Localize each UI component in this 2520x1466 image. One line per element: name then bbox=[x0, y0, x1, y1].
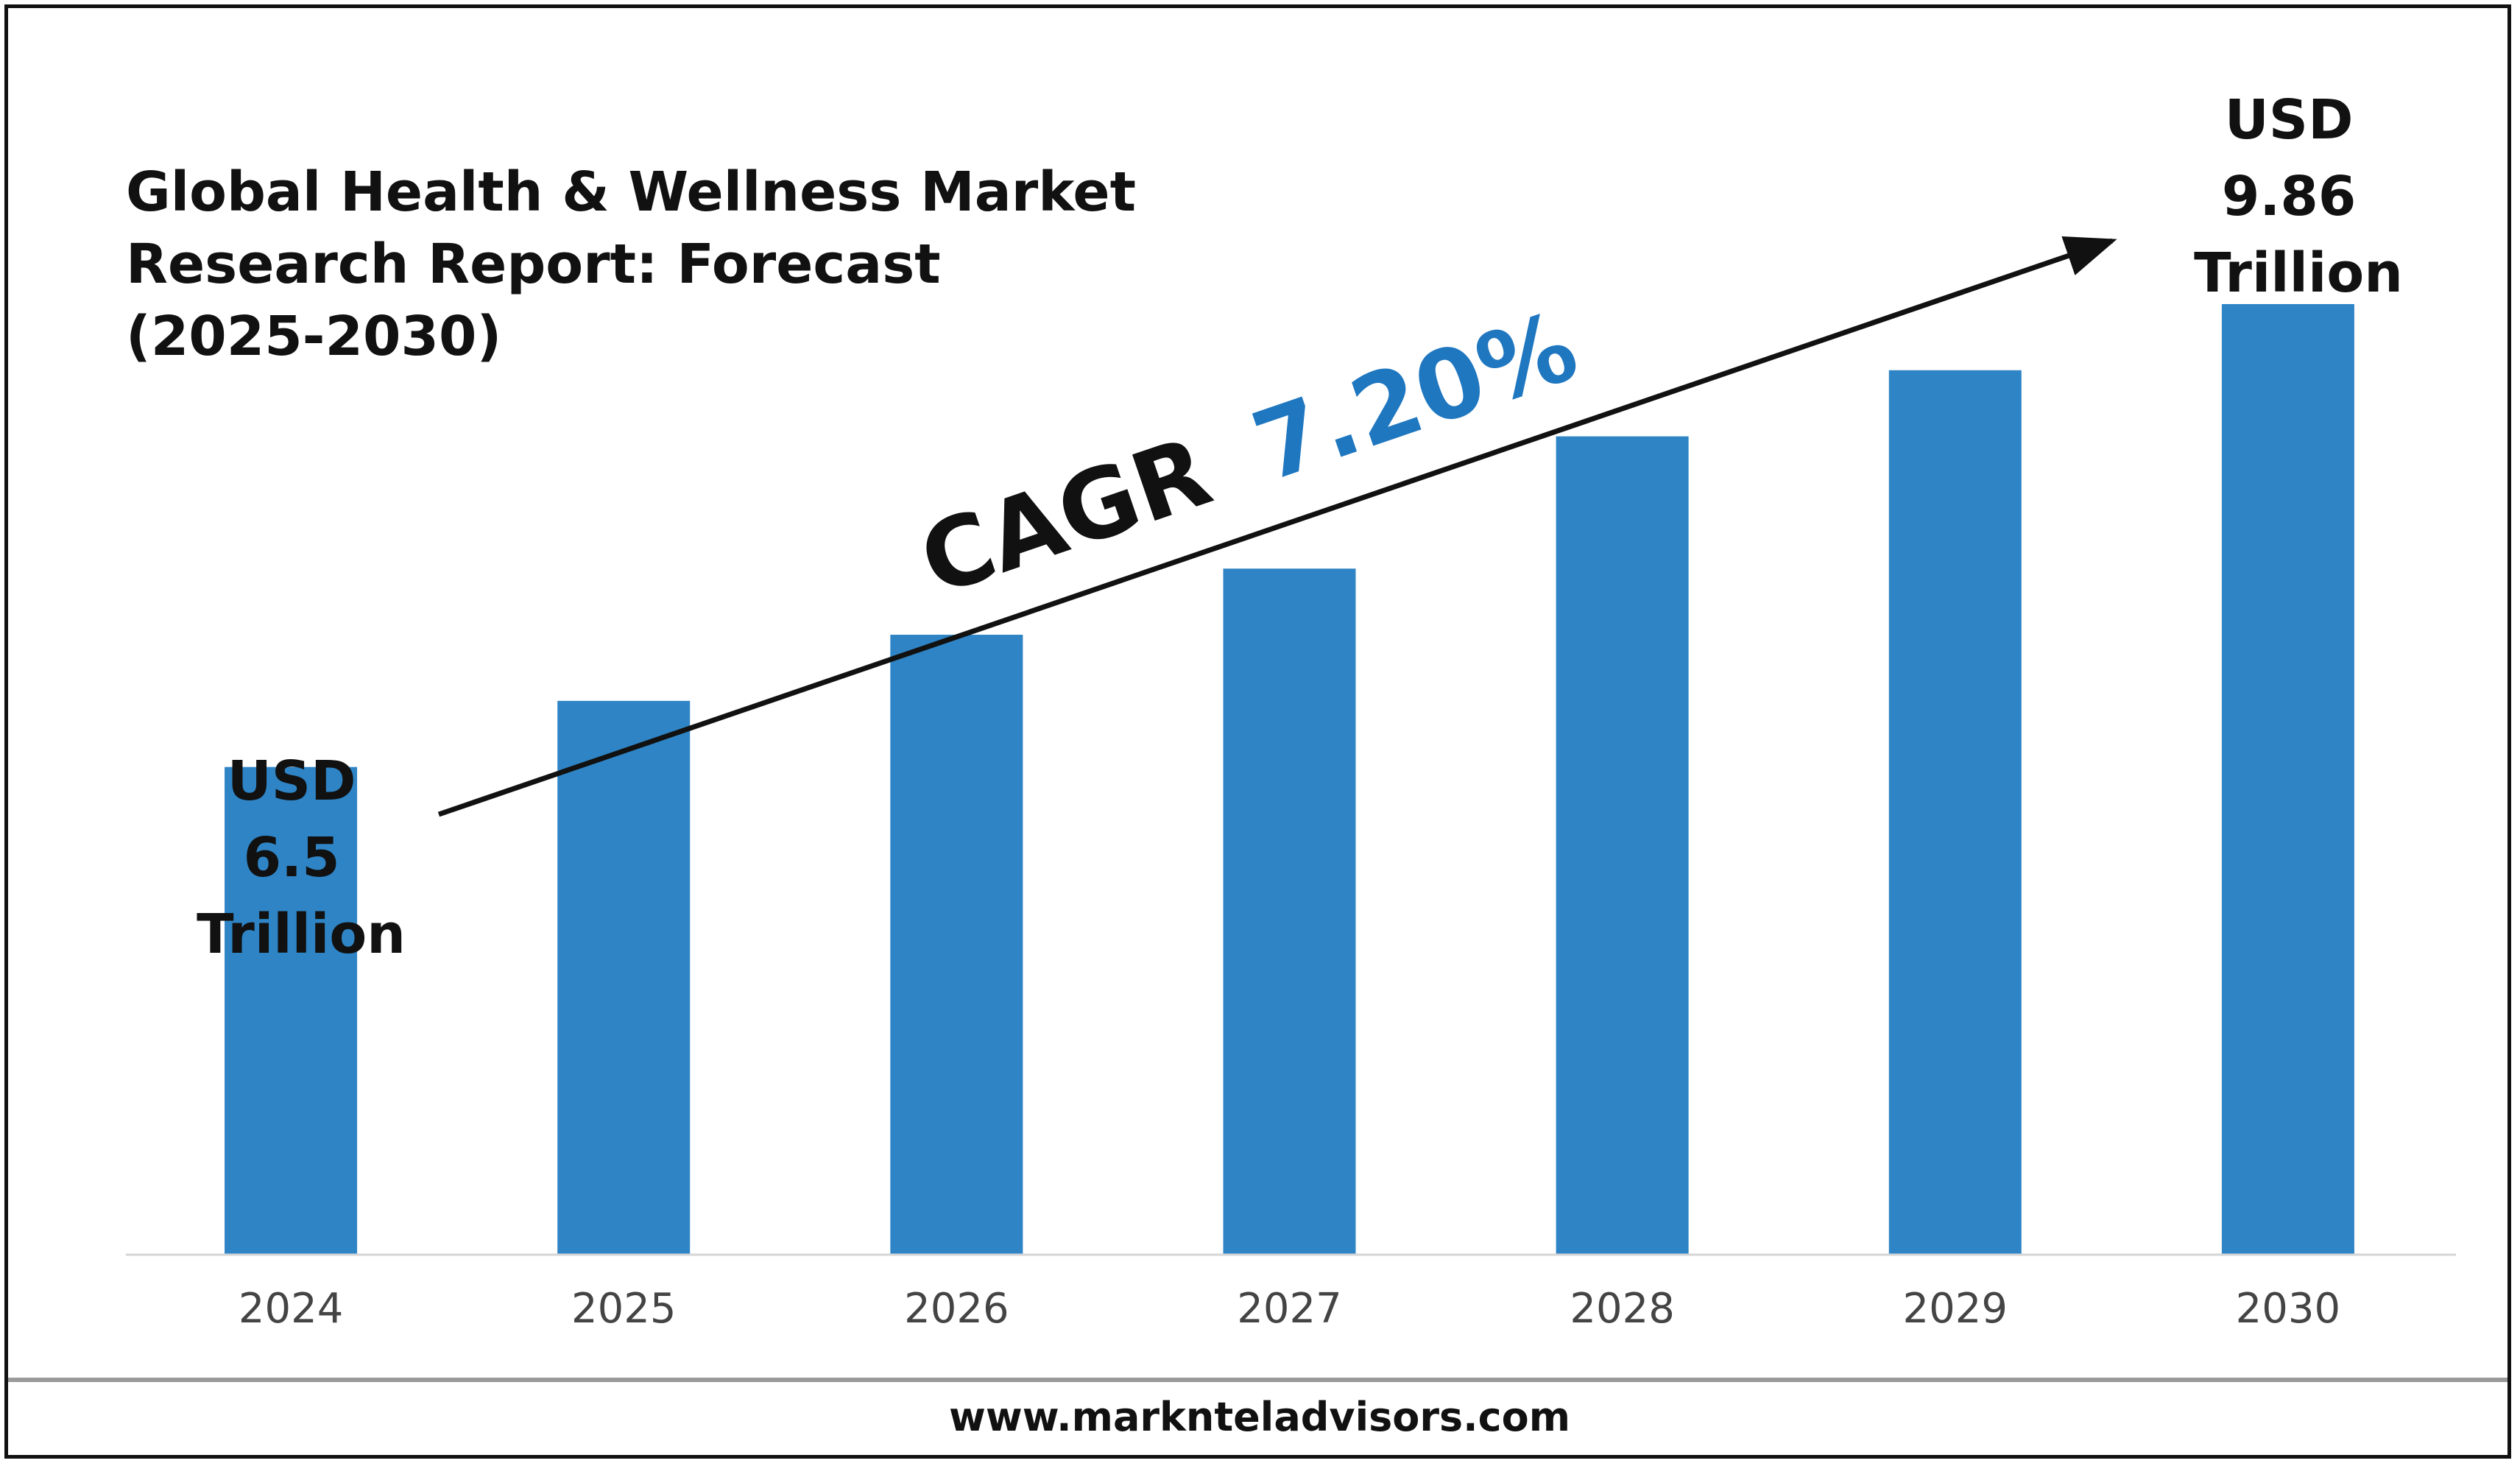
chart-title-line-2: Research Report: Forecast bbox=[126, 233, 941, 296]
bar-2030 bbox=[2221, 304, 2354, 1255]
end-callout-line-3: Trillion bbox=[2194, 242, 2403, 305]
cagr-value: 7.20% bbox=[1240, 290, 1590, 504]
x-tick-2029: 2029 bbox=[1903, 1285, 2008, 1333]
x-tick-2030: 2030 bbox=[2236, 1285, 2341, 1333]
end-value-callout: USD 9.86 Trillion bbox=[2194, 88, 2403, 305]
bars-group bbox=[225, 304, 2354, 1255]
x-tick-labels: 2024 2025 2026 2027 2028 2029 2030 bbox=[239, 1285, 2340, 1333]
cagr-text: CAGR bbox=[907, 415, 1224, 617]
chart-title: Global Health & Wellness Market Research… bbox=[126, 161, 1155, 368]
chart-title-line-3: (2025-2030) bbox=[126, 305, 501, 368]
footer-url: www.marknteladvisors.com bbox=[949, 1394, 1570, 1440]
start-value-callout: USD 6.5 Trillion bbox=[197, 750, 406, 966]
start-callout-line-3: Trillion bbox=[197, 903, 406, 966]
bar-2026 bbox=[890, 635, 1023, 1255]
x-tick-2027: 2027 bbox=[1237, 1285, 1342, 1333]
x-tick-2025: 2025 bbox=[571, 1285, 677, 1333]
trend-arrow bbox=[437, 236, 2117, 817]
bar-2029 bbox=[1888, 370, 2022, 1255]
bar-2024 bbox=[225, 767, 358, 1255]
bar-2025 bbox=[557, 700, 691, 1255]
x-tick-2026: 2026 bbox=[904, 1285, 1009, 1333]
end-callout-line-1: USD bbox=[2225, 88, 2354, 152]
bar-2028 bbox=[1556, 436, 1689, 1255]
x-tick-2028: 2028 bbox=[1570, 1285, 1675, 1333]
end-callout-line-2: 9.86 bbox=[2222, 165, 2357, 228]
chart-frame: Global Health & Wellness Market Research… bbox=[4, 4, 2511, 1459]
start-callout-line-2: 6.5 bbox=[244, 826, 340, 889]
bar-2027 bbox=[1223, 568, 1356, 1255]
chart-title-line-1: Global Health & Wellness Market bbox=[126, 161, 1136, 224]
x-tick-2024: 2024 bbox=[239, 1285, 344, 1333]
start-callout-line-1: USD bbox=[227, 750, 356, 813]
chart-svg: Global Health & Wellness Market Research… bbox=[8, 88, 2507, 1440]
